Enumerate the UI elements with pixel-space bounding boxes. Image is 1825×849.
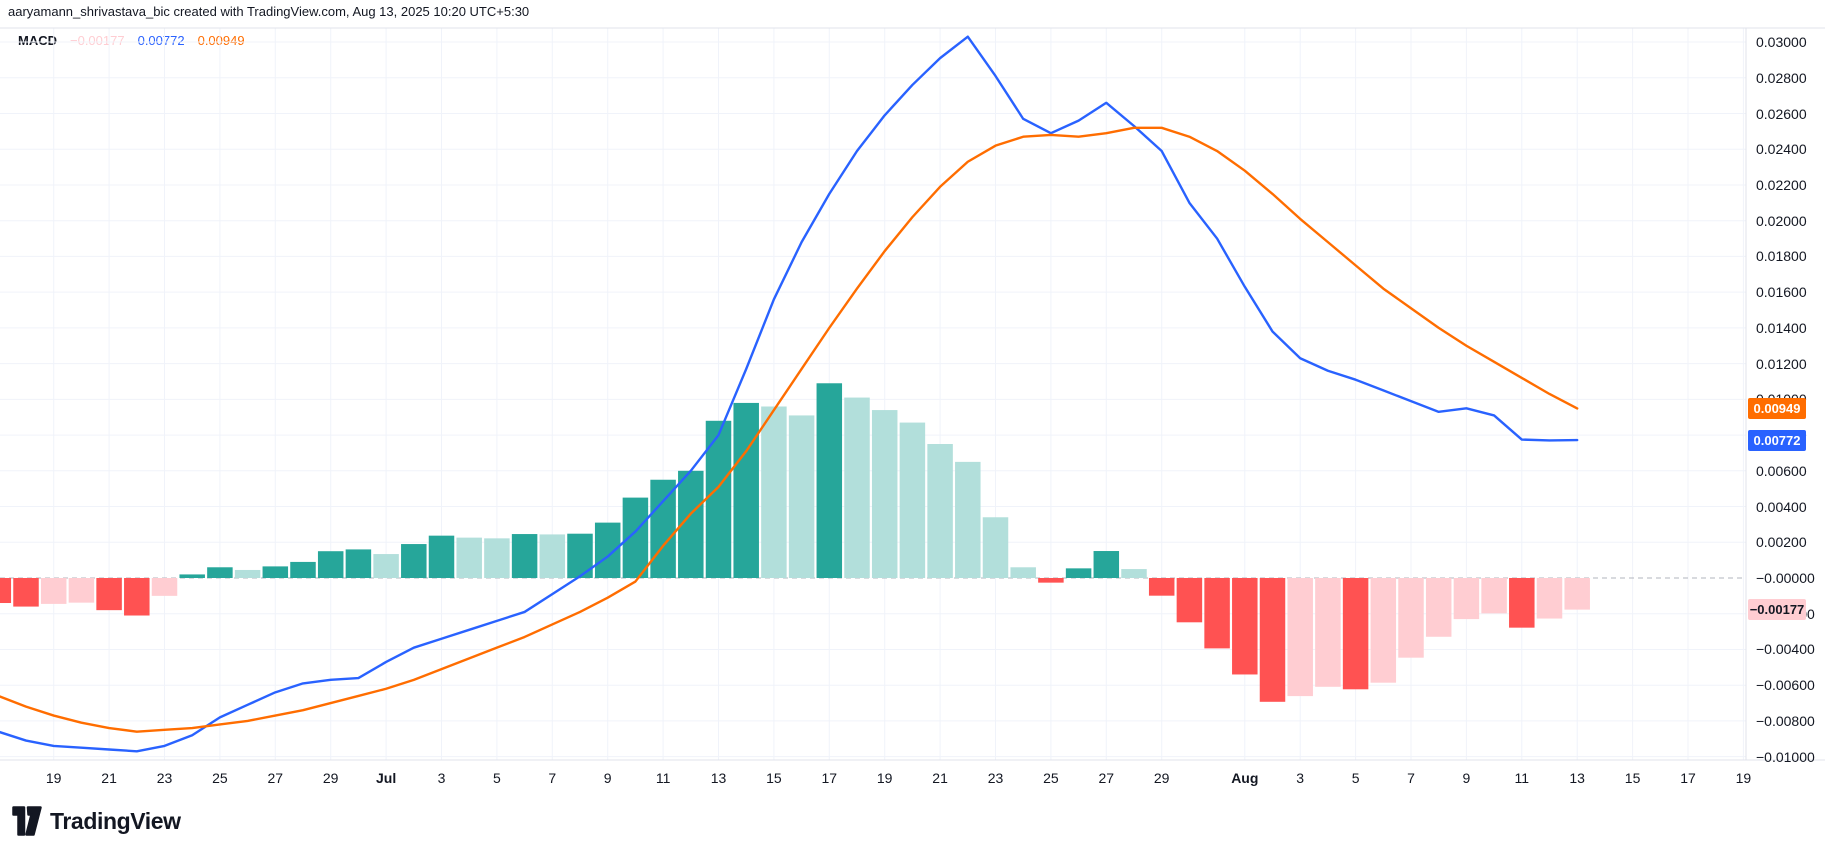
price-tick-label: 0.02400: [1756, 141, 1807, 158]
time-tick-label: 15: [1624, 770, 1641, 786]
time-tick-label: 21: [932, 770, 948, 786]
time-tick-label: 29: [1153, 770, 1170, 786]
time-tick-label: 13: [710, 770, 727, 786]
indicator-title[interactable]: MACD: [18, 33, 57, 48]
time-tick-label: 15: [766, 770, 782, 786]
tradingview-logo-icon: [12, 806, 42, 836]
time-tick-label: 19: [876, 770, 893, 786]
legend-histogram-value: −0.00177: [70, 33, 125, 48]
macd-histogram: [0, 383, 1590, 702]
legend-signal-value: 0.00949: [197, 33, 245, 48]
time-tick-label: 13: [1569, 770, 1585, 786]
time-tick-label: 17: [821, 770, 838, 786]
indicator-legend: MACD −0.00177 0.00772 0.00949: [18, 33, 245, 48]
time-tick-label: 5: [492, 770, 501, 786]
tradingview-logo[interactable]: TradingView: [12, 806, 181, 836]
time-tick-label: 5: [1351, 770, 1360, 786]
macd-line: [0, 35, 1579, 753]
tradingview-logo-text: TradingView: [50, 808, 181, 834]
time-tick-label: 29: [322, 770, 339, 786]
price-tick-label: −0.00800: [1756, 712, 1815, 729]
time-tick-label: 17: [1680, 770, 1696, 786]
attribution-text: aaryamann_shrivastava_bic created with T…: [8, 4, 530, 19]
time-tick-label: 25: [1043, 770, 1059, 786]
price-tick-label: 0.02600: [1756, 105, 1807, 122]
price-tick-label: 0.01600: [1756, 284, 1807, 301]
signal-price-badge: 0.00949: [1748, 397, 1806, 419]
price-tick-label: 0.02800: [1756, 69, 1807, 86]
signal-line: [0, 126, 1579, 733]
time-tick-label: 7: [548, 770, 557, 786]
time-tick-label: 9: [603, 770, 612, 786]
pane-borders: [0, 27, 1825, 761]
price-tick-label: −0.00400: [1756, 641, 1815, 658]
time-tick-label: 19: [1735, 770, 1752, 786]
time-tick-label: 7: [1407, 770, 1415, 786]
time-tick-label: Aug: [1231, 770, 1259, 786]
price-tick-label: 0.01400: [1756, 319, 1807, 336]
histogram-price-badge: −0.00177: [1748, 599, 1806, 621]
time-tick-label: 11: [655, 770, 671, 786]
price-tick-label: 0.01800: [1756, 248, 1807, 265]
time-tick-label: 25: [212, 770, 228, 786]
price-tick-label: 0.02200: [1756, 176, 1807, 193]
time-tick-label: 23: [987, 770, 1004, 786]
price-tick-label: 0.02000: [1756, 212, 1807, 229]
price-tick-label: 0.01200: [1756, 355, 1807, 372]
time-tick-label: 23: [156, 770, 173, 786]
time-tick-label: 9: [1462, 770, 1471, 786]
price-tick-label: −0.00000: [1756, 570, 1815, 586]
macd-price-badge: 0.00772: [1748, 429, 1806, 451]
legend-macd-value: 0.00772: [137, 33, 185, 48]
time-tick-label: Jul: [375, 770, 397, 786]
time-tick-label: 27: [267, 770, 284, 786]
price-tick-label: 0.03000: [1756, 34, 1807, 51]
price-tick-label: 0.00200: [1756, 534, 1807, 551]
price-tick-label: −0.00600: [1756, 677, 1815, 694]
price-tick-label: 0.00400: [1756, 498, 1807, 515]
price-tick-label: −0.01000: [1756, 748, 1815, 765]
time-tick-label: 21: [101, 770, 117, 786]
time-tick-label: 27: [1098, 770, 1115, 786]
time-tick-label: 3: [1296, 770, 1305, 786]
grid-lines: [0, 28, 1746, 760]
time-tick-label: 3: [437, 770, 446, 786]
time-tick-label: 11: [1514, 770, 1530, 786]
time-tick-label: 19: [45, 770, 62, 786]
price-tick-label: 0.00600: [1756, 462, 1807, 479]
